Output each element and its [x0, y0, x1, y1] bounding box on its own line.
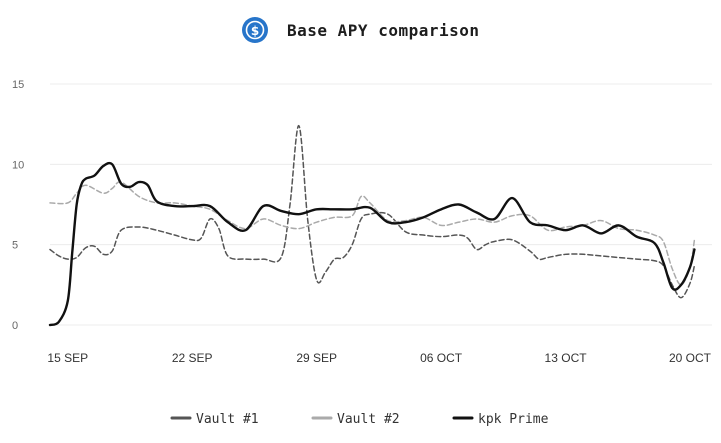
series-line-2: [49, 181, 696, 286]
y-axis: 0 5 10 15: [12, 79, 24, 332]
x-tick-label: 20 OCT: [669, 351, 712, 365]
legend-item[interactable]: Vault #1: [170, 412, 259, 427]
grid: [50, 83, 712, 326]
usdc-dollar-coin-icon: $: [242, 17, 268, 43]
legend: Vault #1 Vault #2 kpk Prime: [170, 412, 549, 427]
legend-item[interactable]: kpk Prime: [452, 412, 549, 427]
legend-item[interactable]: Vault #2: [311, 412, 400, 427]
x-axis: 15 SEP 22 SEP 29 SEP 06 OCT 13 OCT 20 OCT: [47, 351, 711, 365]
y-tick-label: 15: [12, 79, 24, 91]
x-tick-label: 29 SEP: [296, 351, 337, 365]
plot-area: [48, 125, 696, 327]
x-tick-label: 13 OCT: [545, 351, 588, 365]
series-line-3: [48, 161, 696, 327]
x-tick-label: 15 SEP: [47, 351, 88, 365]
chart-title: Base APY comparison: [287, 21, 480, 40]
legend-label: Vault #2: [337, 412, 400, 427]
svg-text:$: $: [251, 24, 259, 38]
x-tick-label: 06 OCT: [420, 351, 463, 365]
y-tick-label: 5: [12, 240, 18, 252]
y-tick-label: 0: [12, 320, 18, 332]
y-tick-label: 10: [12, 159, 24, 171]
legend-label: Vault #1: [196, 412, 259, 427]
chart-header: $ Base APY comparison: [242, 17, 480, 43]
series-line-1: [49, 125, 696, 299]
legend-label: kpk Prime: [478, 412, 549, 427]
x-tick-label: 22 SEP: [172, 351, 213, 365]
